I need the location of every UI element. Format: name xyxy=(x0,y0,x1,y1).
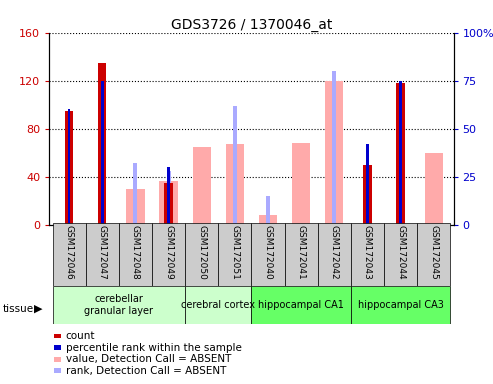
Text: value, Detection Call = ABSENT: value, Detection Call = ABSENT xyxy=(66,354,231,364)
Text: GSM172041: GSM172041 xyxy=(297,225,306,280)
Bar xyxy=(218,223,251,286)
Text: count: count xyxy=(66,331,95,341)
Bar xyxy=(53,223,86,286)
Bar xyxy=(86,223,119,286)
Text: hippocampal CA3: hippocampal CA3 xyxy=(357,300,444,310)
Bar xyxy=(396,83,405,225)
Bar xyxy=(126,189,144,225)
Bar xyxy=(185,286,251,324)
Text: GSM172049: GSM172049 xyxy=(164,225,173,280)
Text: rank, Detection Call = ABSENT: rank, Detection Call = ABSENT xyxy=(66,366,226,376)
Text: GSM172043: GSM172043 xyxy=(363,225,372,280)
Bar xyxy=(332,71,336,225)
Text: GSM172050: GSM172050 xyxy=(197,225,206,280)
Text: percentile rank within the sample: percentile rank within the sample xyxy=(66,343,242,353)
Text: tissue: tissue xyxy=(2,304,34,314)
Text: GSM172046: GSM172046 xyxy=(65,225,73,280)
Bar xyxy=(284,223,317,286)
Text: hippocampal CA1: hippocampal CA1 xyxy=(258,300,344,310)
Text: GSM172040: GSM172040 xyxy=(263,225,273,280)
Bar xyxy=(325,81,344,225)
Bar xyxy=(317,223,351,286)
Text: GSM172048: GSM172048 xyxy=(131,225,140,280)
Text: GSM172047: GSM172047 xyxy=(98,225,107,280)
Bar xyxy=(251,286,351,324)
Bar xyxy=(98,63,106,225)
Bar xyxy=(193,147,211,225)
Text: GSM172051: GSM172051 xyxy=(230,225,240,280)
Text: cerebellar
granular layer: cerebellar granular layer xyxy=(84,295,153,316)
Bar xyxy=(233,106,237,225)
Bar xyxy=(251,223,284,286)
Bar xyxy=(417,223,450,286)
Bar xyxy=(53,286,185,324)
Bar xyxy=(68,109,70,225)
Title: GDS3726 / 1370046_at: GDS3726 / 1370046_at xyxy=(171,18,332,31)
Bar xyxy=(65,111,73,225)
Bar xyxy=(424,153,443,225)
Text: ▶: ▶ xyxy=(34,304,42,314)
Bar xyxy=(119,223,152,286)
Bar xyxy=(101,81,104,225)
Bar xyxy=(134,163,138,225)
Bar xyxy=(399,81,402,225)
Bar xyxy=(351,223,384,286)
Text: GSM172045: GSM172045 xyxy=(429,225,438,280)
Bar xyxy=(292,143,310,225)
Bar xyxy=(363,165,372,225)
Text: GSM172044: GSM172044 xyxy=(396,225,405,279)
Bar xyxy=(259,215,277,225)
Bar xyxy=(167,171,171,225)
Bar xyxy=(351,286,450,324)
Text: GSM172042: GSM172042 xyxy=(330,225,339,279)
Bar xyxy=(168,167,170,225)
Bar xyxy=(226,144,244,225)
Bar xyxy=(185,223,218,286)
Text: cerebral cortex: cerebral cortex xyxy=(181,300,255,310)
Bar xyxy=(266,196,270,225)
Bar xyxy=(165,183,173,225)
Bar xyxy=(366,144,369,225)
Bar xyxy=(384,223,417,286)
Bar xyxy=(159,182,177,225)
Bar xyxy=(152,223,185,286)
